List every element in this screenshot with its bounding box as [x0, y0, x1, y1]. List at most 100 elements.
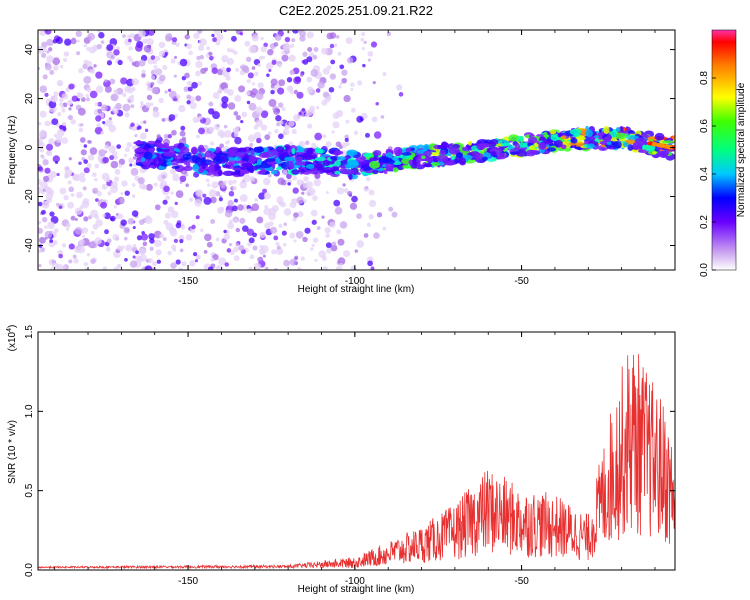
spectrogram-noise-mark: [59, 187, 67, 195]
spectrogram-noise-mark: [293, 212, 299, 218]
spectrogram-ridge-mark: [436, 154, 449, 163]
spectrogram-ridge-mark: [662, 140, 674, 144]
spectrogram-noise-mark: [297, 30, 302, 33]
spectrogram-noise-mark: [226, 57, 235, 66]
spectrogram-noise-mark: [113, 155, 119, 160]
spectrogram-noise-mark: [153, 64, 158, 69]
spectrogram-noise-mark: [49, 211, 55, 217]
spectrogram-noise-mark: [57, 112, 62, 117]
spectrogram-noise-mark: [175, 222, 182, 229]
spectrogram-noise-mark: [147, 257, 153, 264]
spectrogram-noise-mark: [152, 110, 160, 118]
spectrogram-ridge-mark: [508, 144, 513, 149]
spectrogram-noise-mark: [52, 240, 58, 245]
spectrogram-noise-mark: [297, 267, 302, 270]
spectrogram-noise-mark: [273, 107, 281, 115]
spectrogram-noise-mark: [113, 49, 120, 56]
spectrogram-noise-mark: [138, 59, 146, 67]
spectrogram-noise-mark: [170, 191, 174, 195]
spectrogram-noise-mark: [318, 250, 327, 258]
spectrogram-noise-mark: [307, 123, 313, 129]
spectrogram-noise-mark: [249, 142, 254, 147]
spectrogram-noise-mark: [293, 114, 301, 122]
spectrogram-noise-mark: [59, 205, 63, 209]
spectrogram-noise-mark: [235, 115, 242, 121]
spectrogram-noise-mark: [55, 36, 63, 45]
spectrogram-y-tick-label: 0: [24, 144, 35, 150]
spectrogram-noise-mark: [159, 233, 165, 239]
spectrogram-noise-mark: [94, 237, 102, 245]
spectrogram-noise-mark: [316, 226, 321, 230]
spectrogram-noise-mark: [212, 92, 220, 100]
spectrogram-noise-mark: [342, 183, 346, 187]
spectrogram-noise-mark: [102, 266, 108, 270]
spectrogram-noise-mark: [218, 197, 223, 202]
spectrogram-ridge-mark: [256, 159, 262, 166]
spectrogram-noise-mark: [194, 199, 202, 207]
spectrogram-ridge-mark: [270, 169, 278, 175]
spectrogram-noise-mark: [91, 172, 97, 178]
spectrogram-noise-mark: [68, 157, 72, 161]
spectrogram-noise-mark: [304, 227, 311, 234]
spectrogram-noise-mark: [291, 197, 298, 205]
spectrogram-noise-mark: [224, 209, 233, 218]
spectrogram-noise-mark: [62, 57, 68, 63]
spectrogram-ridge-mark: [152, 158, 162, 167]
spectrogram-ridge-mark: [462, 146, 469, 152]
spectrogram-noise-mark: [147, 30, 155, 36]
spectrogram-noise-mark: [89, 90, 98, 99]
spectrogram-noise-mark: [61, 108, 66, 113]
spectrogram-noise-mark: [331, 130, 335, 134]
spectrogram-noise-mark: [86, 46, 91, 52]
spectrogram-noise-mark: [220, 182, 226, 189]
spectrogram-noise-mark: [121, 180, 128, 187]
spectrogram-noise-mark: [245, 56, 252, 63]
spectrogram-noise-mark: [130, 122, 135, 128]
spectrogram-noise-mark: [79, 176, 86, 183]
spectrogram-noise-mark: [271, 249, 277, 255]
spectrogram-noise-mark: [288, 54, 296, 62]
spectrogram-noise-mark: [339, 262, 343, 267]
spectrogram-noise-mark: [289, 69, 295, 75]
spectrogram-noise-mark: [89, 147, 98, 155]
spectrogram-axes: -150 -100 -50 -40 -20 0 20 40: [24, 30, 675, 287]
spectrogram-ridge-mark: [623, 142, 629, 148]
spectrogram-noise-mark: [43, 185, 50, 192]
spectrogram-noise-mark: [59, 98, 64, 103]
spectrogram-noise-mark: [128, 46, 133, 51]
spectrogram-noise-mark: [68, 259, 73, 264]
spectrogram-ridge-mark: [182, 165, 194, 172]
spectrogram-noise-mark: [151, 86, 159, 94]
spectrogram-ridge-mark: [431, 162, 440, 167]
spectrogram-noise-mark: [281, 106, 286, 111]
spectrogram-ridge-mark: [191, 147, 197, 155]
spectrogram-noise-mark: [324, 96, 331, 103]
spectrogram-ridge-mark: [615, 132, 628, 140]
spectrogram-noise-mark: [179, 175, 187, 183]
spectrogram-ridge-mark: [422, 150, 432, 157]
spectrogram-noise-mark: [56, 129, 65, 137]
spectrogram-noise-mark: [198, 38, 207, 47]
spectrogram-ridge-mark: [250, 149, 255, 157]
spectrogram-noise-mark: [180, 224, 186, 230]
spectrogram-noise-mark: [78, 68, 84, 74]
spectrogram-noise-mark: [300, 73, 304, 77]
spectrogram-noise-mark: [149, 246, 154, 251]
colorbar: 0.0 0.2 0.4 0.6 0.8 Normalized spectral ampl…: [699, 29, 747, 277]
snr-x-label: Height of straight line (km): [298, 584, 415, 595]
spectrogram-noise-mark: [55, 135, 63, 143]
spectrogram-noise-mark: [104, 144, 109, 150]
spectrogram-noise-mark: [92, 187, 99, 194]
spectrogram-noise-mark: [246, 78, 252, 84]
spectrogram-noise-mark: [256, 216, 264, 224]
spectrogram-noise-mark: [275, 241, 280, 247]
snr-multiplier: (x104): [6, 325, 18, 352]
spectrogram-ridge-mark: [369, 157, 379, 162]
spectrogram-noise-mark: [52, 155, 60, 163]
spectrogram-noise-mark: [361, 46, 365, 51]
spectrogram-noise-mark: [184, 72, 190, 79]
spectrogram-ridge-mark: [179, 146, 190, 154]
spectrogram-noise-mark: [44, 92, 49, 97]
spectrogram-y-label: Frequency (Hz): [7, 116, 18, 185]
spectrogram-noise-mark: [334, 206, 343, 215]
